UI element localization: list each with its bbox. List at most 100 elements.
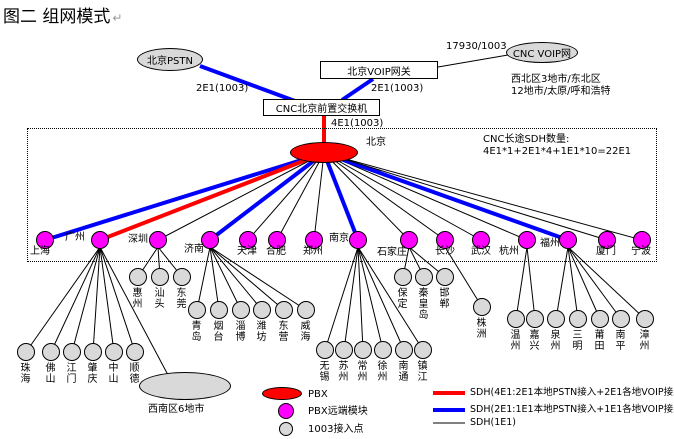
link-city-access (357, 246, 424, 351)
link-hub-blue (322, 152, 360, 241)
city-label: 厦门 (596, 246, 616, 257)
access-node (17, 343, 35, 361)
city-label: 合肥 (266, 246, 286, 257)
access-node-label: 三明 (572, 330, 583, 352)
link-gateway-to-cncvoip (437, 54, 509, 68)
link-pstn-to-switch (199, 64, 296, 103)
access-node-label: 常州 (357, 361, 368, 383)
access-node (105, 343, 123, 361)
access-node-label: 潍坊 (256, 321, 267, 343)
access-node-label: 温州 (510, 330, 521, 352)
figure-title-text: 图二 组网模式 (3, 7, 111, 27)
access-node-label: 珠海 (20, 363, 31, 385)
link-hub-thin (313, 152, 325, 241)
legend-node-pbx (262, 387, 302, 400)
access-node-label: 江门 (66, 363, 77, 385)
link-city-access (567, 246, 646, 320)
access-node-label: 中山 (108, 363, 119, 385)
link-city-access (515, 246, 528, 320)
access-node (253, 301, 271, 319)
city-node (633, 231, 651, 249)
legend-node-1 (278, 403, 294, 419)
city-node (239, 231, 257, 249)
region-label: 西南区6地市 (148, 404, 205, 415)
access-node-label: 保定 (397, 288, 408, 310)
access-node-label: 东营 (278, 321, 289, 343)
link-hub-blue (44, 151, 325, 242)
link-city-access (324, 246, 359, 351)
link-city-access (209, 246, 285, 311)
city-node (518, 231, 536, 249)
link-label-gateway-2e1: 2E1(1003) (371, 83, 424, 94)
access-node-label: 无锡 (319, 361, 330, 383)
access-node (414, 341, 432, 359)
access-node-label: 株洲 (476, 318, 487, 340)
access-node-label: 镇江 (417, 361, 428, 383)
access-node (316, 341, 334, 359)
access-node (415, 268, 433, 286)
figure-title: 图二 组网模式 ↵ (3, 2, 122, 27)
access-node (129, 268, 147, 286)
link-hub-red (99, 151, 325, 242)
link-label-cncvoip-17930: 17930/1003 (446, 41, 507, 52)
access-node (354, 341, 372, 359)
access-node (612, 310, 630, 328)
cnc-front-switch-box: CNC北京前置交换机 (263, 99, 380, 116)
city-node (36, 231, 54, 249)
link-city-access (343, 246, 359, 351)
city-label: 广州 (65, 232, 85, 243)
access-node-label: 泉州 (550, 330, 561, 352)
link-hub-thin (247, 152, 325, 241)
access-node-label: 惠州 (132, 288, 143, 310)
access-node (42, 343, 60, 361)
access-node (63, 343, 81, 361)
link-city-access (444, 246, 483, 308)
access-node-label: 南平 (615, 330, 626, 352)
city-node (472, 231, 490, 249)
access-node (173, 268, 191, 286)
cnc-voip-ellipse: CNC VOIP网 (506, 42, 578, 63)
link-city-access (92, 246, 101, 353)
beijing-pstn-ellipse: 北京PSTN (137, 48, 203, 71)
legend-node-label: PBX (308, 388, 328, 400)
region-note: 西北区3地市/东北区 12地市/太原/呼和浩特 (511, 74, 610, 98)
link-hub-thin (323, 152, 528, 241)
access-node-label: 佛山 (45, 363, 56, 385)
access-node-label: 秦皇岛 (418, 288, 429, 321)
city-label: 上海 (30, 246, 50, 257)
access-node-label: 莆田 (594, 330, 605, 352)
city-node (400, 231, 418, 249)
region-note-line2: 12地市/太原/呼和浩特 (511, 86, 611, 97)
access-node (151, 268, 169, 286)
city-node (349, 231, 367, 249)
beijing-voip-gateway-box: 北京VOIP网关 (320, 61, 438, 79)
access-node-label: 青岛 (191, 321, 202, 343)
city-label: 南京 (329, 233, 349, 244)
city-node (201, 231, 219, 249)
link-hub-blue (323, 151, 569, 242)
link-city-access (25, 246, 101, 353)
access-node (526, 310, 544, 328)
access-node (394, 268, 412, 286)
link-city-access (357, 246, 405, 351)
city-node (436, 231, 454, 249)
link-city-region (99, 246, 169, 376)
access-node (591, 310, 609, 328)
access-node (335, 341, 353, 359)
paragraph-mark: ↵ (112, 11, 123, 25)
region-ellipse (139, 372, 231, 400)
link-city-access (567, 246, 601, 320)
city-node (149, 231, 167, 249)
access-node-label: 顺德 (129, 363, 140, 385)
link-city-access (71, 246, 101, 353)
link-city-access (99, 246, 115, 353)
legend-node-label: 1003接入点 (308, 424, 364, 435)
link-city-access (555, 246, 569, 320)
city-node (598, 231, 616, 249)
access-node (210, 301, 228, 319)
link-hub-thin (276, 152, 325, 241)
city-label: 济南 (184, 244, 204, 255)
legend-line-label: SDH(2E1:1E1本地PSTN接入+1E1各地VOIP接入) (470, 404, 674, 415)
city-node (91, 231, 109, 249)
access-node (507, 310, 525, 328)
